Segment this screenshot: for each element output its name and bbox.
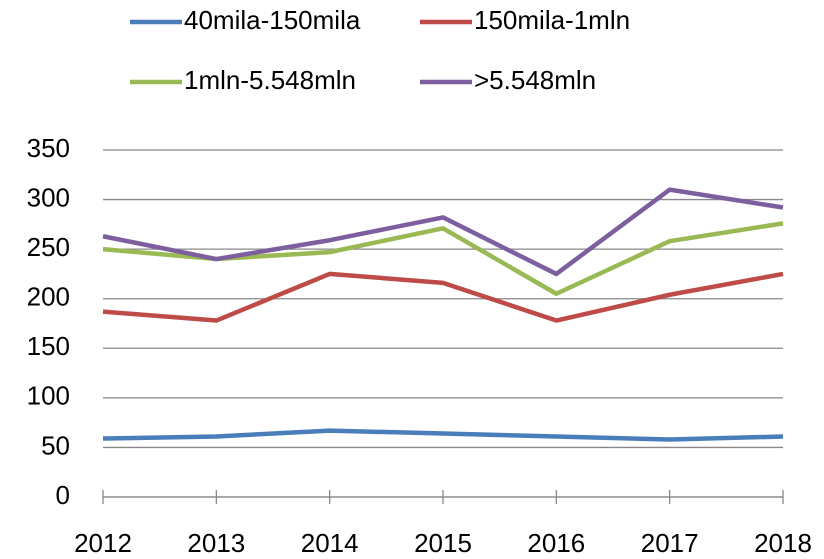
legend-label: 150mila-1mln: [474, 5, 630, 35]
x-tick-label: 2015: [414, 528, 472, 558]
legend-label: 40mila-150mila: [184, 5, 361, 35]
x-tick-label: 2013: [187, 528, 245, 558]
series-line: [102, 428, 784, 442]
x-tick-label: 2017: [641, 528, 699, 558]
y-tick-label: 200: [27, 282, 70, 312]
y-tick-label: 250: [27, 232, 70, 262]
y-tick-label: 300: [27, 182, 70, 212]
x-tick-label: 2018: [754, 528, 812, 558]
y-tick-label: 50: [41, 430, 70, 460]
legend-label: >5.548mln: [474, 65, 596, 95]
y-tick-label: 0: [56, 480, 70, 510]
x-tick-label: 2012: [74, 528, 132, 558]
y-tick-label: 350: [27, 133, 70, 163]
y-tick-label: 100: [27, 381, 70, 411]
y-tick-label: 150: [27, 331, 70, 361]
x-tick-label: 2016: [527, 528, 585, 558]
legend-label: 1mln-5.548mln: [184, 65, 356, 95]
series-line: [102, 187, 784, 277]
x-tick-label: 2014: [301, 528, 359, 558]
series-line: [102, 271, 784, 323]
